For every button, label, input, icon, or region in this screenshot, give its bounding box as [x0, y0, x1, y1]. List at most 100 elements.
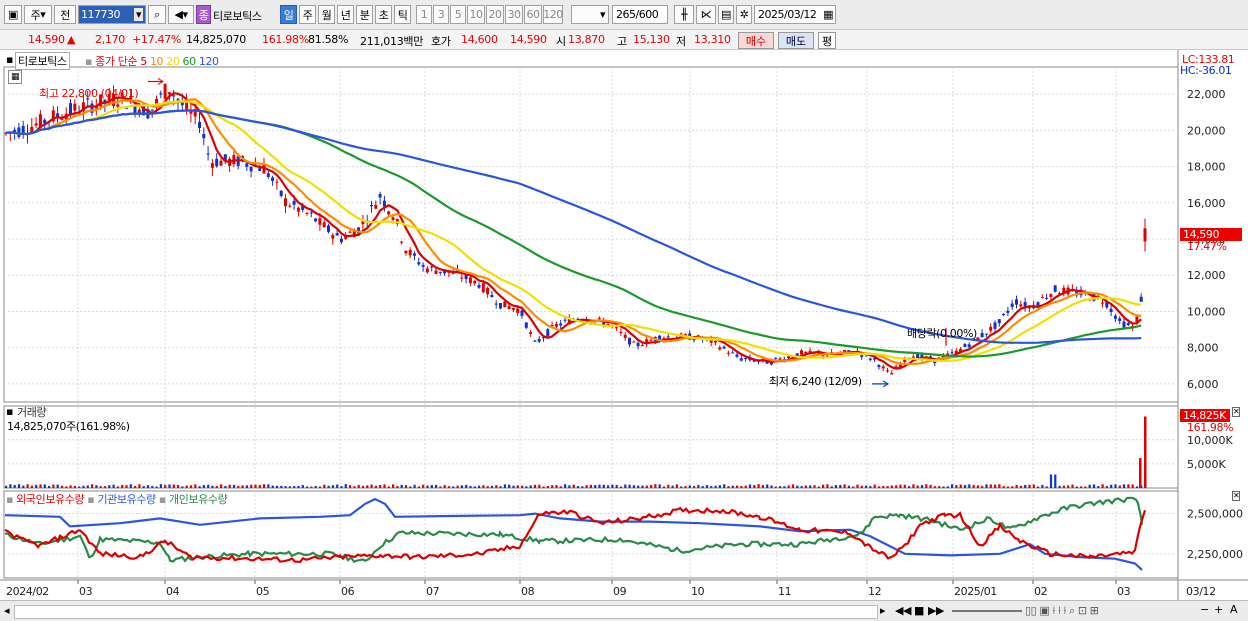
interval-tab-30[interactable]: 30: [505, 5, 523, 24]
volume-bar: [912, 484, 915, 488]
volume-bar: [383, 484, 386, 488]
volume-bar: [628, 484, 631, 488]
rewind-icon[interactable]: ◀◀: [895, 604, 912, 617]
volume-bar: [972, 484, 975, 488]
period-tab-4[interactable]: 분: [356, 5, 373, 24]
interval-tab-60[interactable]: 60: [524, 5, 542, 24]
count-input[interactable]: 265/600: [612, 5, 668, 24]
panel-close-icon[interactable]: ▪: [6, 53, 14, 66]
zoom-slider[interactable]: [952, 610, 1022, 612]
interval-tab-10[interactable]: 10: [467, 5, 485, 24]
volume-bar: [576, 486, 580, 488]
period-tab-6[interactable]: 틱: [394, 5, 411, 24]
interval-tab-1[interactable]: 1: [416, 5, 432, 24]
close-icon[interactable]: ✕: [1232, 491, 1241, 501]
volume-bar: [400, 484, 403, 488]
candle-icon[interactable]: ╫: [674, 5, 694, 24]
legend-dot-icon: ▪: [6, 493, 17, 506]
candle-body: [464, 274, 468, 280]
candle-body: [133, 105, 137, 113]
volume-bar: [834, 485, 838, 488]
save-icon[interactable]: ▤: [718, 5, 734, 24]
period-main-select[interactable]: 주 ▾: [24, 5, 52, 24]
interval-tab-5[interactable]: 5: [450, 5, 466, 24]
candle-body: [744, 357, 748, 359]
volume-bar: [916, 485, 919, 488]
candle-body: [640, 345, 644, 347]
candle-body: [103, 99, 107, 103]
volume-bar: [473, 486, 476, 488]
stock-code-input[interactable]: 117730 ▾: [78, 5, 146, 24]
volume-bar: [598, 484, 601, 488]
candle-body: [632, 341, 636, 343]
chart-menu-icon[interactable]: ▣: [4, 5, 22, 24]
volume-panel-value: 14,825,070주(161.98%): [7, 420, 130, 433]
eval-button[interactable]: 평: [818, 32, 836, 49]
price-panel-title[interactable]: 티로보틱스: [15, 52, 70, 70]
volume-bar: [521, 485, 524, 488]
volume-bar: [1075, 486, 1078, 488]
stock-chart[interactable]: 2024/02 03 04 05 06 07 08 09 10 11 12 2025/01 02 03 03…: [0, 50, 1248, 600]
candle-body: [206, 153, 210, 155]
candle-body: [421, 264, 425, 267]
volume-bar: [822, 484, 825, 488]
candle-body: [4, 132, 8, 134]
candle-body: [309, 212, 313, 214]
sell-button[interactable]: 매도: [778, 32, 814, 49]
volume-bar: [503, 484, 506, 488]
zoom-out-icon[interactable]: −: [1200, 603, 1209, 616]
holding-legend: ▪ 외국인보유수량 ▪ 기관보유수량 ▪ 개인보유수량: [6, 491, 228, 507]
candle-body: [597, 318, 601, 320]
period-tab-5[interactable]: 초: [375, 5, 392, 24]
volume-bar: [873, 484, 876, 488]
period-tab-1[interactable]: 주: [299, 5, 316, 24]
period-tab-3[interactable]: 년: [337, 5, 354, 24]
ask-label: 호가: [431, 35, 451, 48]
scroll-right-icon[interactable]: ▸: [880, 604, 886, 617]
text-tool-icon[interactable]: A: [1230, 603, 1238, 616]
x-axis-label: 04: [166, 585, 180, 598]
candle-body: [116, 104, 120, 107]
volume-bar: [611, 484, 614, 488]
volume-bar: [701, 486, 704, 488]
horizontal-scrollbar[interactable]: [14, 605, 878, 619]
interval-tab-120[interactable]: 120: [543, 5, 563, 24]
candle-body: [499, 303, 502, 309]
volume-bar: [263, 484, 266, 488]
candle-body: [511, 308, 515, 310]
interval-tab-3[interactable]: 3: [433, 5, 449, 24]
volume-bar: [512, 485, 515, 488]
buy-button[interactable]: 매수: [738, 32, 774, 49]
volume-bar: [779, 486, 782, 488]
lc-label: LC:133.81: [1182, 53, 1235, 66]
forward-icon[interactable]: ▶▶: [928, 604, 945, 617]
candle-body: [860, 354, 864, 358]
candle-body: [984, 333, 988, 335]
grid-toggle-icon[interactable]: ▦: [8, 70, 22, 84]
candle-body: [1109, 308, 1113, 312]
period-dropdown[interactable]: ▾: [571, 5, 609, 24]
volume-bar: [817, 486, 820, 488]
date-input[interactable]: 2025/03/12 ▦: [754, 5, 836, 24]
ma-legend-60: 60: [179, 55, 197, 68]
prev-button[interactable]: 전: [54, 5, 76, 24]
candle-body: [1015, 299, 1018, 305]
period-tab-0[interactable]: 일: [280, 5, 297, 24]
period-tab-2[interactable]: 월: [318, 5, 335, 24]
gear-icon[interactable]: ✲: [736, 5, 752, 24]
scroll-left-icon[interactable]: ◂: [4, 604, 10, 617]
volume-bar: [237, 485, 240, 488]
close-icon[interactable]: ✕: [1232, 407, 1241, 417]
chart-toolbar: ▣ 주 ▾ 전 117730 ▾ ⌕ ◀▾ 종 티로보틱스 ▾ 265/600 ╫ …: [0, 0, 1248, 30]
candle-body: [120, 92, 124, 96]
volume-bar: [607, 485, 610, 488]
zoom-in-icon[interactable]: +: [1214, 603, 1223, 616]
tool-icons[interactable]: ▯▯ ▣ ⟊ ⟊ ⟊ ⌕ ⊡ ⊞: [1025, 604, 1099, 617]
speaker-icon[interactable]: ◀▾: [168, 5, 194, 24]
compare-icon[interactable]: ⋉: [696, 5, 716, 24]
stop-icon[interactable]: ■: [914, 604, 924, 617]
search-icon[interactable]: ⌕: [148, 5, 166, 24]
candle-body: [825, 355, 829, 357]
candle-body: [537, 339, 541, 342]
interval-tab-20[interactable]: 20: [486, 5, 504, 24]
